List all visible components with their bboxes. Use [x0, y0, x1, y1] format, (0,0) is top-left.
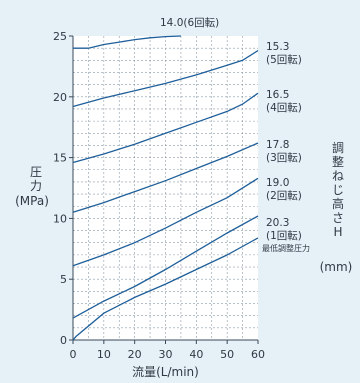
- x-tick-label: 40: [189, 348, 203, 361]
- right-axis-label-char: 整: [332, 154, 344, 169]
- curve-label-3: 16.5: [266, 89, 289, 101]
- x-tick-label: 60: [251, 348, 265, 361]
- x-tick-label: 0: [70, 348, 77, 361]
- x-tick-label: 20: [128, 348, 142, 361]
- curve-label-3: (4回転): [266, 102, 302, 114]
- x-tick-label: 50: [220, 348, 234, 361]
- curve-label-2: (5回転): [266, 54, 302, 66]
- curve-line-4: [72, 142, 259, 213]
- curve-label-7: 最低調整圧力: [262, 243, 310, 253]
- y-tick-label: 25: [53, 30, 67, 43]
- curve-label-1: 14.0(6回転): [160, 17, 219, 29]
- right-axis-label-char: 調: [332, 141, 344, 155]
- curve-label-5: (2回転): [266, 190, 302, 202]
- x-axis-label: 流量(L/min): [132, 365, 199, 379]
- curve-label-4: (3回転): [266, 152, 302, 164]
- curve-label-4: 17.8: [266, 139, 289, 151]
- y-tick-label: 5: [60, 273, 67, 286]
- curve-label-5: 19.0: [266, 177, 289, 189]
- curve-line-2: [72, 50, 259, 108]
- y-tick-label: 10: [53, 212, 67, 225]
- curve-label-6: 20.3: [266, 217, 289, 229]
- x-tick-label: 10: [97, 348, 111, 361]
- curve-line-3: [72, 92, 259, 164]
- right-axis-label-unit: (mm): [320, 260, 353, 274]
- right-axis-label-char: 高: [332, 196, 344, 211]
- y-tick-label: 0: [60, 334, 67, 347]
- y-tick-label: 20: [53, 91, 67, 104]
- y-axis-label-unit: (MPa): [15, 194, 49, 208]
- right-axis-label-char: H: [333, 225, 342, 239]
- y-tick-label: 15: [53, 152, 67, 165]
- right-axis-label-char: ね: [332, 169, 344, 183]
- y-axis-label: 力: [30, 179, 42, 193]
- x-tick-label: 30: [159, 348, 173, 361]
- curve-label-6: (1回転): [266, 230, 302, 242]
- right-axis-label-char: じ: [332, 183, 344, 197]
- curve-line-6: [72, 215, 259, 319]
- curve-line-5: [72, 177, 259, 267]
- curve-line-1: [73, 35, 181, 49]
- right-axis-label-char: さ: [332, 211, 344, 225]
- curve-line-7: [72, 237, 259, 341]
- y-axis-label: 圧: [30, 165, 42, 179]
- curve-label-2: 15.3: [266, 41, 289, 53]
